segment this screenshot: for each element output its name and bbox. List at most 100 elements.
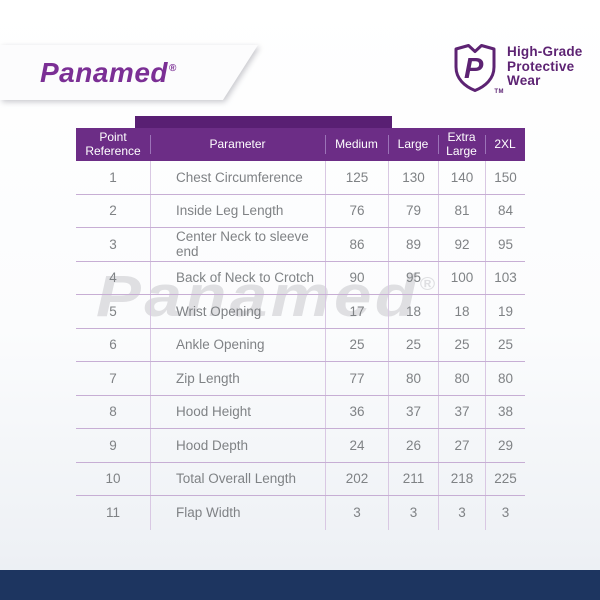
cell-large: 89 (388, 228, 438, 261)
table-header-row: Point Reference Parameter Medium Large E… (76, 128, 525, 161)
cell-medium: 202 (325, 462, 388, 495)
registered-mark-icon: ® (169, 63, 177, 75)
cell-large: 26 (388, 429, 438, 462)
cell-large: 25 (388, 328, 438, 361)
cell-2xl: 103 (485, 261, 525, 294)
header-accent-bar (135, 116, 392, 130)
cell-extra-large: 37 (438, 395, 485, 428)
cell-2xl: 84 (485, 194, 525, 227)
cell-2xl: 38 (485, 395, 525, 428)
brand-logo: Panamed® (40, 57, 177, 89)
watermark: Panamed® (96, 263, 435, 330)
table-row: 8 Hood Height 36 37 37 38 (76, 395, 525, 429)
cell-medium: 36 (325, 395, 388, 428)
shield-letter: P (464, 53, 484, 85)
cell-extra-large: 3 (438, 496, 485, 530)
cell-extra-large: 80 (438, 362, 485, 395)
cell-parameter: Back of Neck to Crotch (150, 261, 325, 294)
cell-extra-large: 18 (438, 295, 485, 328)
cell-medium: 86 (325, 228, 388, 261)
cell-extra-large: 140 (438, 161, 485, 194)
cell-parameter: Total Overall Length (150, 462, 325, 495)
footer-bar (0, 570, 600, 600)
col-header-extra-large: Extra Large (438, 128, 485, 161)
cell-2xl: 80 (485, 362, 525, 395)
cell-2xl: 150 (485, 161, 525, 194)
cell-2xl: 3 (485, 496, 525, 530)
shield-icon: P TM (452, 40, 504, 95)
table-row: 10 Total Overall Length 202 211 218 225 (76, 462, 525, 496)
cell-parameter: Ankle Opening (150, 328, 325, 361)
cell-large: 79 (388, 194, 438, 227)
badge-text: High-Grade Protective Wear (507, 40, 583, 89)
watermark-text: Panamed (96, 264, 420, 329)
cell-medium: 24 (325, 429, 388, 462)
cell-medium: 77 (325, 362, 388, 395)
cell-point-reference: 2 (109, 203, 117, 219)
table-row: 3 Center Neck to sleeve end 86 89 92 95 (76, 228, 525, 262)
cell-extra-large: 81 (438, 194, 485, 227)
cell-2xl: 29 (485, 429, 525, 462)
col-header-medium: Medium (325, 128, 388, 161)
brand-logo-text: Panamed (40, 56, 168, 88)
col-header-parameter: Parameter (150, 128, 325, 161)
cell-large: 80 (388, 362, 438, 395)
table-row: 9 Hood Depth 24 26 27 29 (76, 429, 525, 463)
cell-point-reference: 7 (109, 370, 117, 386)
table-row: 1 Chest Circumference 125 130 140 150 (76, 161, 525, 195)
table-row: 5 Wrist Opening 17 18 18 19 (76, 295, 525, 329)
cell-large: 3 (388, 496, 438, 530)
cell-parameter: Hood Depth (150, 429, 325, 462)
cell-parameter: Center Neck to sleeve end (150, 228, 325, 261)
cell-extra-large: 100 (438, 261, 485, 294)
cell-parameter: Inside Leg Length (150, 194, 325, 227)
cell-point-reference: 8 (109, 404, 117, 420)
table-row: 4 Back of Neck to Crotch 90 95 100 103 (76, 261, 525, 295)
badge-line-3: Wear (507, 73, 541, 88)
cell-medium: 17 (325, 295, 388, 328)
cell-medium: 125 (325, 161, 388, 194)
protective-wear-badge: P TM High-Grade Protective Wear (452, 40, 583, 95)
cell-large: 95 (388, 261, 438, 294)
cell-large: 211 (388, 462, 438, 495)
cell-point-reference: 11 (105, 505, 120, 521)
logo-banner: Panamed® (0, 45, 258, 100)
cell-2xl: 225 (485, 462, 525, 495)
cell-medium: 76 (325, 194, 388, 227)
col-header-large: Large (388, 128, 438, 161)
size-table: Point Reference Parameter Medium Large E… (76, 128, 525, 530)
col-header-2xl: 2XL (485, 128, 525, 161)
table-row: 7 Zip Length 77 80 80 80 (76, 362, 525, 396)
watermark-registered-icon: ® (419, 274, 435, 294)
cell-extra-large: 92 (438, 228, 485, 261)
cell-2xl: 25 (485, 328, 525, 361)
col-header-point-reference: Point Reference (85, 130, 141, 158)
cell-point-reference: 3 (109, 236, 117, 252)
cell-large: 130 (388, 161, 438, 194)
cell-parameter: Chest Circumference (150, 161, 325, 194)
cell-extra-large: 25 (438, 328, 485, 361)
cell-point-reference: 9 (109, 437, 117, 453)
table-row: 11 Flap Width 3 3 3 3 (76, 496, 525, 530)
badge-line-1: High-Grade (507, 44, 583, 59)
cell-point-reference: 1 (109, 169, 117, 185)
trademark-mark: TM (494, 89, 504, 95)
cell-point-reference: 5 (109, 303, 117, 319)
cell-point-reference: 6 (109, 337, 117, 353)
cell-point-reference: 4 (109, 270, 117, 286)
cell-large: 18 (388, 295, 438, 328)
cell-point-reference: 10 (105, 471, 121, 487)
cell-2xl: 95 (485, 228, 525, 261)
cell-extra-large: 27 (438, 429, 485, 462)
table-row: 2 Inside Leg Length 76 79 81 84 (76, 194, 525, 228)
cell-medium: 90 (325, 261, 388, 294)
cell-parameter: Flap Width (150, 496, 325, 530)
cell-medium: 25 (325, 328, 388, 361)
cell-2xl: 19 (485, 295, 525, 328)
badge-line-2: Protective (507, 58, 575, 74)
cell-medium: 3 (325, 496, 388, 530)
cell-parameter: Zip Length (150, 362, 325, 395)
table-row: 6 Ankle Opening 25 25 25 25 (76, 328, 525, 362)
cell-large: 37 (388, 395, 438, 428)
